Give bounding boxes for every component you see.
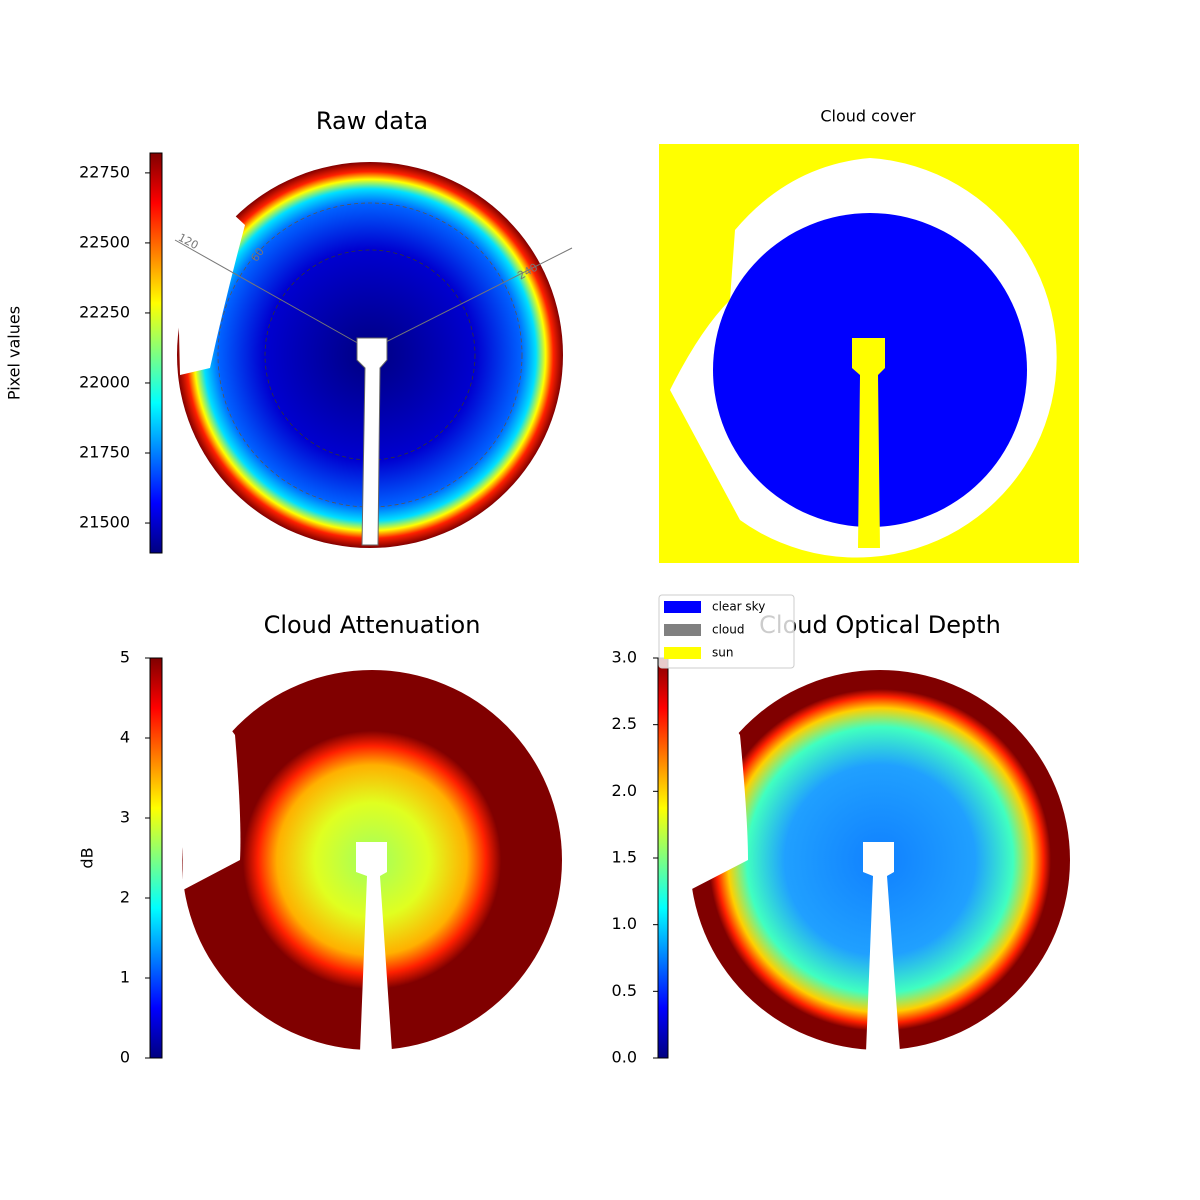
panel-title: Cloud cover xyxy=(820,107,916,126)
colorbar xyxy=(149,657,163,1059)
colorbar-tick-label: 2.0 xyxy=(612,781,637,800)
legend-label: clear sky xyxy=(712,600,765,614)
colorbar xyxy=(657,657,669,1059)
colorbar-label: Pixel values xyxy=(5,306,24,400)
colorbar xyxy=(149,152,163,554)
colorbar-tick-label: 2.5 xyxy=(612,714,637,733)
raw-image xyxy=(174,160,573,548)
colorbar-tick-label: 22250 xyxy=(79,302,130,321)
legend-swatch xyxy=(664,647,701,659)
colorbar-label: dB xyxy=(78,847,97,868)
panel-title: Cloud Optical Depth xyxy=(759,611,1001,639)
attenuation-image xyxy=(180,660,562,1052)
legend-label: cloud xyxy=(712,623,745,637)
colorbar-tick-label: 3.0 xyxy=(612,648,637,667)
colorbar-tick-label: 1.5 xyxy=(612,848,637,867)
legend-swatch xyxy=(664,601,701,613)
legend-label: sun xyxy=(712,646,733,660)
colorbar-tick-label: 22750 xyxy=(79,162,130,181)
colorbar-tick-label: 22500 xyxy=(79,232,130,251)
colorbar-tick-label: 3 xyxy=(120,808,130,827)
colorbar-tick-label: 21750 xyxy=(79,443,130,462)
colorbar-tick-label: 4 xyxy=(120,728,130,747)
colorbar-tick-label: 1.0 xyxy=(612,914,637,933)
colorbar-tick-label: 1 xyxy=(120,968,130,987)
colorbar-tick-label: 5 xyxy=(120,648,130,667)
legend-swatch xyxy=(664,624,701,636)
colorbar-tick-label: 2 xyxy=(120,888,130,907)
colorbar-tick-label: 0.5 xyxy=(612,981,637,1000)
legend: clear sky cloud sun xyxy=(658,594,795,669)
cloud-cover-image xyxy=(659,144,1079,563)
panel-title: Raw data xyxy=(316,107,428,135)
panel-title: Cloud Attenuation xyxy=(264,611,481,639)
optical-depth-image xyxy=(688,660,1070,1052)
colorbar-tick-label: 21500 xyxy=(79,513,130,532)
colorbar-tick-label: 0.0 xyxy=(612,1048,637,1067)
colorbar-tick-label: 22000 xyxy=(79,372,130,391)
colorbar-tick-label: 0 xyxy=(120,1048,130,1067)
